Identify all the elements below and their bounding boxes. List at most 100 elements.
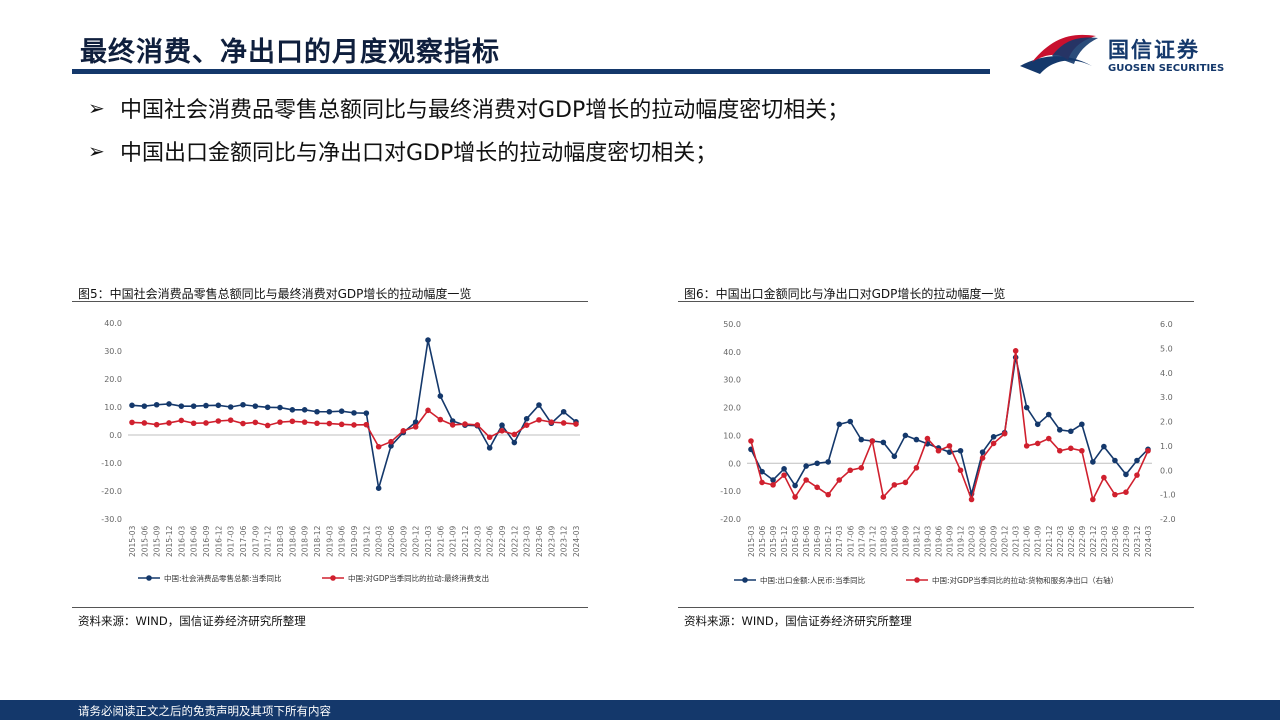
x-tick-label: 2018-12 (912, 525, 921, 557)
data-point (499, 422, 505, 428)
x-tick-label: 2017-06 (846, 525, 855, 557)
data-point (913, 436, 920, 443)
y-tick-label: 20.0 (723, 404, 741, 413)
data-point (1145, 447, 1151, 454)
data-point (449, 422, 456, 428)
data-point (129, 402, 135, 409)
y2-tick-label: 1.0 (1160, 442, 1173, 451)
y2-tick-label: 4.0 (1160, 369, 1173, 378)
x-tick-label: 2023-12 (1133, 525, 1142, 557)
data-point (781, 466, 787, 472)
x-tick-label: 2020-03 (968, 525, 977, 557)
data-point (190, 420, 197, 427)
data-point (425, 337, 431, 343)
y-tick-label: -10.0 (720, 487, 741, 496)
x-tick-label: 2023-06 (535, 525, 544, 557)
data-point (1079, 421, 1085, 428)
x-tick-label: 2016-06 (802, 525, 811, 557)
x-tick-label: 2020-12 (412, 525, 421, 557)
x-tick-label: 2023-09 (547, 525, 556, 557)
data-point (946, 443, 953, 449)
data-point (869, 438, 876, 444)
x-tick-label: 2016-09 (202, 525, 211, 557)
legend-marker (330, 575, 336, 581)
data-point (979, 449, 986, 455)
x-tick-label: 2019-03 (923, 525, 932, 557)
data-point (891, 482, 898, 488)
data-point (314, 408, 320, 415)
data-point (1101, 474, 1107, 481)
data-point (351, 422, 357, 428)
data-point (759, 479, 765, 486)
legend-marker (146, 575, 152, 581)
data-point (474, 422, 481, 428)
page-title: 最终消费、净出口的月度观察指标 (80, 37, 500, 68)
series-line (750, 350, 1149, 503)
arrow-right-icon: ➢ (88, 96, 105, 120)
data-point (1023, 443, 1030, 449)
data-point (264, 422, 271, 429)
guosen-logo-icon (1020, 34, 1098, 74)
data-point (227, 417, 234, 423)
x-tick-label: 2019-06 (934, 525, 943, 557)
y-tick-label: -10.0 (101, 459, 122, 468)
data-point (814, 460, 820, 467)
data-point (1045, 411, 1052, 418)
data-point (1068, 445, 1074, 452)
x-tick-label: 2023-06 (1111, 525, 1120, 557)
x-tick-label: 2019-03 (325, 525, 334, 557)
x-tick-label: 2019-06 (338, 525, 347, 557)
x-tick-label: 2019-12 (957, 525, 966, 557)
figure-top-rule (678, 301, 1194, 302)
data-point (1112, 457, 1118, 464)
x-tick-label: 2016-12 (214, 525, 223, 557)
data-point (1056, 427, 1063, 433)
x-tick-label: 2016-03 (177, 525, 186, 557)
x-tick-label: 2024-03 (572, 525, 581, 557)
arrow-right-icon: ➢ (88, 139, 105, 163)
figure-title: 图6：中国出口金额同比与净出口对GDP增长的拉动幅度一览 (684, 287, 1006, 301)
x-tick-label: 2022-03 (473, 525, 482, 557)
data-point (351, 410, 357, 416)
data-point (825, 459, 831, 465)
export-chart: 50.0 40.0 30.0 20.0 10.0 0.0 -10.0 -20.0 6.0 5.0 4… (720, 320, 1175, 585)
data-point (1134, 457, 1140, 464)
x-tick-label: 2015-06 (140, 525, 149, 557)
figure-top-rule (72, 301, 588, 302)
data-point (523, 422, 530, 428)
data-point (1079, 447, 1085, 454)
y-tick-label: -20.0 (720, 515, 741, 524)
data-point (880, 494, 887, 500)
data-point (770, 482, 776, 488)
data-point (1123, 471, 1129, 478)
data-point (814, 484, 820, 491)
x-tick-label: 2017-06 (239, 525, 248, 557)
x-tick-label: 2021-09 (1034, 525, 1043, 557)
data-point (957, 467, 964, 474)
data-point (240, 401, 246, 408)
bullet-item: ➢ 中国社会消费品零售总额同比与最终消费对GDP增长的拉动幅度密切相关； (88, 92, 849, 124)
x-tick-label: 2017-09 (857, 525, 866, 557)
x-tick-label: 2018-03 (879, 525, 888, 557)
x-tick-label: 2022-06 (486, 525, 495, 557)
data-point (858, 465, 865, 471)
y2-tick-label: 3.0 (1160, 393, 1173, 402)
data-point (486, 434, 493, 441)
data-point (748, 438, 754, 444)
data-point (803, 477, 809, 483)
y-tick-label: 40.0 (104, 319, 122, 328)
data-point (1034, 440, 1041, 447)
bullet-item: ➢ 中国出口金额同比与净出口对GDP增长的拉动幅度密切相关； (88, 135, 717, 167)
data-point (924, 435, 931, 442)
data-point (375, 443, 382, 450)
data-point (437, 393, 444, 399)
y-tick-label: 0.0 (109, 431, 122, 440)
x-tick-label: 2022-03 (1056, 525, 1065, 557)
data-point (1045, 435, 1052, 442)
data-point (166, 401, 172, 407)
x-tick-label: 2015-03 (747, 525, 756, 557)
data-point (891, 453, 898, 460)
data-point (792, 494, 798, 500)
x-tick-label: 2015-09 (153, 525, 162, 557)
x-tick-label: 2018-03 (276, 525, 285, 557)
